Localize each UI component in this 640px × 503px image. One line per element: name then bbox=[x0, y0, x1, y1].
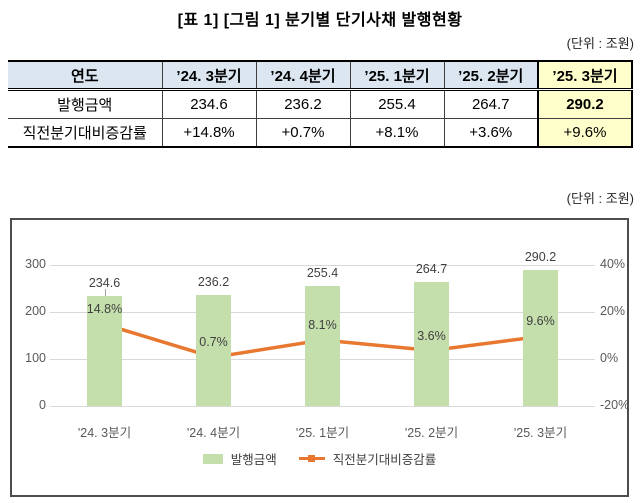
page-title: [표 1] [그림 1] 분기별 단기사채 발행현황 bbox=[177, 12, 463, 29]
row-label-growth-rate: 직전분기대비증감률 bbox=[8, 118, 162, 148]
bar-value-label: 264.7 bbox=[415, 261, 448, 276]
x-axis-label: '24. 3분기 bbox=[77, 426, 132, 440]
issuance-bar bbox=[523, 269, 558, 406]
x-axis-label: '24. 4분기 bbox=[186, 426, 241, 440]
issuance-q5-highlight: 290.2 bbox=[537, 89, 633, 119]
header-cell-q2: ’24. 4분기 bbox=[255, 60, 350, 91]
right-axis-tick: -20% bbox=[600, 398, 630, 412]
growth-q5-highlight: +9.6% bbox=[537, 118, 633, 148]
legend-bar-swatch bbox=[202, 453, 223, 464]
line-value-label: 3.6% bbox=[417, 328, 446, 343]
line-value-label: 14.8% bbox=[86, 302, 123, 317]
line-value-label: 0.7% bbox=[199, 335, 228, 350]
gridline bbox=[50, 265, 595, 266]
table-row-issuance: 발행금액 234.6 236.2 255.4 264.7 290.2 bbox=[8, 89, 633, 119]
left-axis-tick: 300 bbox=[25, 257, 46, 271]
issuance-q1: 234.6 bbox=[161, 89, 256, 119]
right-axis-tick: 0% bbox=[600, 351, 619, 365]
header-cell-q1: ’24. 3분기 bbox=[161, 60, 256, 91]
right-axis-tick: 40% bbox=[600, 257, 626, 271]
header-cell-q4: ’25. 2분기 bbox=[443, 60, 538, 91]
left-axis-tick: 0 bbox=[39, 398, 46, 412]
growth-q3: +8.1% bbox=[349, 118, 444, 148]
line-value-label: 9.6% bbox=[526, 314, 555, 329]
issuance-bar bbox=[196, 294, 231, 406]
bar-value-label: 290.2 bbox=[524, 249, 557, 264]
unit-label-table: (단위 : 조원) bbox=[566, 36, 634, 51]
unit-label-chart: (단위 : 조원) bbox=[566, 191, 634, 206]
combo-chart: 발행금액 직전분기대비증감률 300 40% 200 20% 100 0% 0 -20% 234… bbox=[10, 218, 629, 497]
growth-q4: +3.6% bbox=[443, 118, 538, 148]
issuance-bar bbox=[414, 281, 449, 406]
left-axis-tick: 100 bbox=[25, 351, 46, 365]
x-axis-label: '25. 2분기 bbox=[404, 426, 459, 440]
x-axis-label: '25. 3분기 bbox=[513, 426, 568, 440]
issuance-q2: 236.2 bbox=[255, 89, 350, 119]
gridline bbox=[50, 406, 595, 407]
row-label-issuance: 발행금액 bbox=[8, 89, 162, 119]
header-cell-q5-highlight: ’25. 3분기 bbox=[537, 60, 633, 91]
x-axis-label: '25. 1분기 bbox=[295, 426, 350, 440]
quarterly-issuance-table: 연도 ’24. 3분기 ’24. 4분기 ’25. 1분기 ’25. 2분기 ’… bbox=[8, 60, 633, 148]
growth-q1: +14.8% bbox=[161, 118, 256, 148]
table-header-row: 연도 ’24. 3분기 ’24. 4분기 ’25. 1분기 ’25. 2분기 ’… bbox=[8, 60, 633, 91]
issuance-q3: 255.4 bbox=[349, 89, 444, 119]
line-value-label: 8.1% bbox=[308, 317, 337, 332]
bar-value-label: 236.2 bbox=[197, 274, 230, 289]
header-cell-year: 연도 bbox=[8, 60, 162, 91]
issuance-bar bbox=[305, 285, 340, 406]
label-leader-line bbox=[104, 288, 106, 296]
growth-q2: +0.7% bbox=[255, 118, 350, 148]
left-axis-tick: 200 bbox=[25, 304, 46, 318]
chart-legend: 발행금액 직전분기대비증감률 bbox=[12, 449, 627, 468]
right-axis-tick: 20% bbox=[600, 304, 626, 318]
issuance-q4: 264.7 bbox=[443, 89, 538, 119]
header-cell-q3: ’25. 1분기 bbox=[349, 60, 444, 91]
bar-value-label: 255.4 bbox=[306, 265, 339, 280]
legend-line-swatch bbox=[298, 454, 325, 462]
legend-line-label: 직전분기대비증감률 bbox=[332, 453, 437, 467]
issuance-bar bbox=[87, 295, 122, 406]
legend-line-marker bbox=[307, 454, 315, 462]
bar-value-label: 234.6 bbox=[88, 275, 121, 290]
table-row-growth-rate: 직전분기대비증감률 +14.8% +0.7% +8.1% +3.6% +9.6% bbox=[8, 118, 633, 148]
legend-bar-label: 발행금액 bbox=[230, 453, 277, 467]
